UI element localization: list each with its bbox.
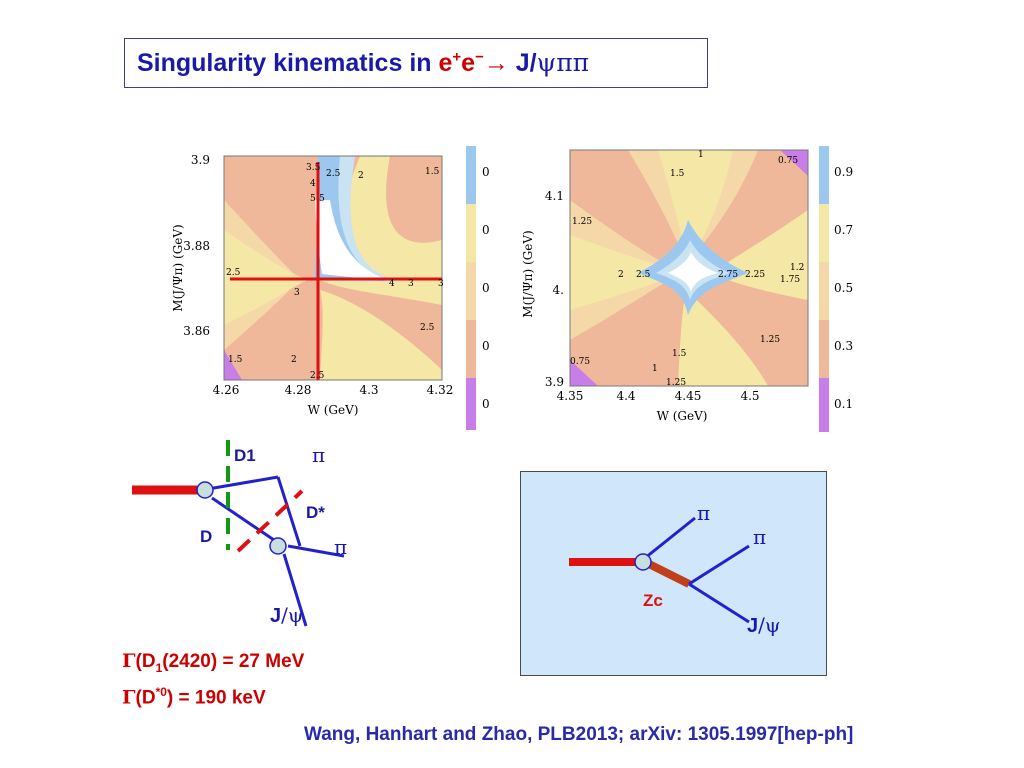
contour-label: 1.25 bbox=[666, 378, 686, 388]
y-tick: 4.1 bbox=[545, 189, 564, 203]
x-tick: 4.28 bbox=[285, 383, 312, 397]
contour-label: 2.5 bbox=[310, 371, 325, 381]
width-dstar: Γ(D*0) = 190 keV bbox=[122, 685, 266, 709]
contour-label: 2.5 bbox=[326, 169, 341, 179]
d-label: D bbox=[200, 527, 212, 546]
contour-label: 1 bbox=[698, 150, 704, 160]
y-tick: 3.9 bbox=[545, 375, 564, 389]
zc-diagram-box: π π Zc J/ψ bbox=[520, 471, 827, 676]
colorbar-tick: 0.1 bbox=[834, 397, 853, 411]
colorbar-tick: 0.1 bbox=[482, 397, 490, 411]
jpsi-label: J/ψ bbox=[747, 613, 781, 637]
y-tick: 3.9 bbox=[191, 153, 210, 167]
contour-label: 2.5 bbox=[420, 323, 435, 333]
contour-label: 2 bbox=[358, 171, 364, 181]
x-tick: 4.26 bbox=[213, 383, 240, 397]
contour-label: 5 bbox=[319, 194, 325, 204]
x-axis-label: W (GeV) bbox=[308, 403, 359, 417]
d1-label: D1 bbox=[234, 446, 256, 465]
contour-label: 2.25 bbox=[745, 270, 765, 280]
colorbar-tick: 0.7 bbox=[482, 223, 490, 237]
x-tick: 4.35 bbox=[557, 389, 584, 403]
pi-label-top: π bbox=[312, 443, 325, 467]
zc-diagram: π π Zc J/ψ bbox=[569, 501, 781, 637]
contour-label: 1.2 bbox=[790, 263, 804, 273]
title-box: Singularity kinematics in e+e−→ J/ψππ bbox=[124, 38, 708, 88]
pi-label-2: π bbox=[753, 525, 766, 549]
contour-label: 3 bbox=[408, 279, 414, 289]
vertex-dot bbox=[196, 481, 214, 499]
colorbar-tick: 0.7 bbox=[834, 223, 853, 237]
colorbar-tick: 0.3 bbox=[482, 339, 490, 353]
width-d1: Γ(D1(2420) = 27 MeV bbox=[122, 650, 305, 675]
contour-label: 2.75 bbox=[718, 270, 738, 280]
colorbar-tick: 0.5 bbox=[834, 281, 853, 295]
dstar-label: D* bbox=[306, 503, 325, 522]
x-tick: 4.4 bbox=[616, 389, 635, 403]
x-tick: 4.3 bbox=[359, 383, 378, 397]
vertex-dot bbox=[269, 537, 287, 555]
x-axis-label: W (GeV) bbox=[657, 409, 708, 423]
contour-label: 4 bbox=[389, 279, 395, 289]
vertex-dot bbox=[634, 553, 652, 571]
colorbar-tick: 0.9 bbox=[834, 165, 853, 179]
colorbar-tick: 0.9 bbox=[482, 165, 490, 179]
contour-label: 1.5 bbox=[425, 167, 440, 177]
citation: Wang, Hanhart and Zhao, PLB2013; arXiv: … bbox=[304, 724, 854, 745]
contour-label: 1.75 bbox=[780, 275, 800, 285]
pi-label-mid: π bbox=[334, 535, 347, 559]
jpsi-label: J/ψ bbox=[270, 603, 304, 627]
contour-label: 1 bbox=[652, 364, 658, 374]
pi-label-1: π bbox=[697, 501, 710, 525]
colorbar bbox=[819, 146, 829, 432]
contour-label: 1.25 bbox=[760, 335, 780, 345]
x-tick: 4.32 bbox=[427, 383, 454, 397]
contour-label: 5 bbox=[310, 194, 316, 204]
contour-label: 2 bbox=[618, 270, 624, 280]
contour-label: 3.5 bbox=[306, 163, 321, 173]
x-tick: 4.45 bbox=[675, 389, 702, 403]
y-tick: 3.86 bbox=[183, 324, 210, 338]
colorbar bbox=[466, 146, 476, 430]
y-tick: 4. bbox=[553, 283, 564, 297]
arrow-icon: → bbox=[483, 49, 509, 77]
contour-plot-right: 4.1 4. 3.9 4.35 4.4 4.45 4.5 W (GeV) M(J… bbox=[521, 146, 853, 432]
contour-label: 0.75 bbox=[570, 357, 590, 367]
contour-label: 1.5 bbox=[670, 169, 685, 179]
colorbar-tick: 0.5 bbox=[482, 281, 490, 295]
y-axis-label: M(J/Ψπ) (GeV) bbox=[171, 224, 185, 311]
contour-label: 3 bbox=[438, 279, 444, 289]
slide-title: Singularity kinematics in e+e−→ J/ψππ bbox=[137, 48, 590, 77]
colorbar-tick: 0.3 bbox=[834, 339, 853, 353]
y-axis-label: M(J/Ψπ) (GeV) bbox=[521, 230, 535, 317]
contour-label: 4 bbox=[310, 179, 316, 189]
contour-plot-left: 3.9 3.88 3.86 4.26 4.28 4.3 4.32 W (GeV)… bbox=[171, 146, 490, 430]
zc-label: Zc bbox=[643, 591, 663, 610]
triangle-diagram: D1 D* D π π J/ψ bbox=[132, 440, 347, 627]
contour-label: 0.75 bbox=[778, 156, 798, 166]
contour-label: 1.5 bbox=[672, 349, 687, 359]
contour-label: 2 bbox=[291, 355, 297, 365]
y-tick: 3.88 bbox=[183, 239, 210, 253]
contour-labels: 1 0.75 1.5 1.25 2 2.5 2.75 2.25 1.2 1.75… bbox=[570, 150, 804, 388]
contour-label: 1.25 bbox=[572, 217, 592, 227]
contour-label: 2.5 bbox=[226, 268, 241, 278]
contour-label: 3 bbox=[294, 288, 300, 298]
x-tick: 4.5 bbox=[740, 389, 759, 403]
contour-label: 2.5 bbox=[636, 270, 651, 280]
contour-label: 1.5 bbox=[228, 355, 243, 365]
contour-labels: 3.5 4 5 5 2.5 2 1.5 2.5 3 3 4 3 2.5 1.5 … bbox=[226, 163, 444, 381]
